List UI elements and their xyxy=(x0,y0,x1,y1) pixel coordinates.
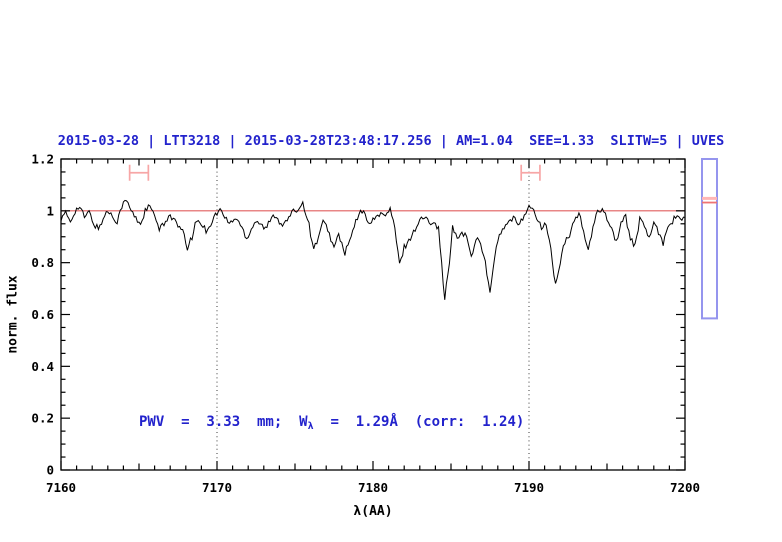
pwv-annotation-prefix: PWV = 3.33 mm; W xyxy=(139,414,308,430)
y-tick-label: 0.6 xyxy=(31,307,54,322)
x-axis-label: λ(AA) xyxy=(353,504,393,519)
pwv-annotation: PWV = 3.33 mm; Wλ = 1.29Å (corr: 1.24) xyxy=(139,414,524,432)
x-tick-label: 7170 xyxy=(202,480,232,495)
inset-panel xyxy=(701,158,718,320)
y-tick-label: 0.4 xyxy=(31,359,54,374)
y-tick-label: 0 xyxy=(46,463,54,478)
pwv-annotation-suffix: = 1.29Å (corr: 1.24) xyxy=(313,414,525,430)
x-tick-label: 7160 xyxy=(46,480,76,495)
pwv-annotation-lambda-subscript: λ xyxy=(307,421,314,432)
y-axis-label: norm. flux xyxy=(5,275,21,354)
x-tick-label: 7200 xyxy=(670,480,700,495)
x-tick-label: 7190 xyxy=(514,480,544,495)
y-tick-label: 0.2 xyxy=(31,411,54,426)
y-tick-label: 1 xyxy=(46,203,54,218)
spectrum-line xyxy=(60,199,686,300)
plot-title: 2015-03-28 | LTT3218 | 2015-03-28T23:48:… xyxy=(57,133,725,149)
y-tick-label: 1.2 xyxy=(31,152,54,167)
band-marker xyxy=(128,164,150,181)
y-tick-label: 0.8 xyxy=(31,255,54,270)
x-tick-label: 7180 xyxy=(358,480,388,495)
band-marker xyxy=(520,164,541,181)
